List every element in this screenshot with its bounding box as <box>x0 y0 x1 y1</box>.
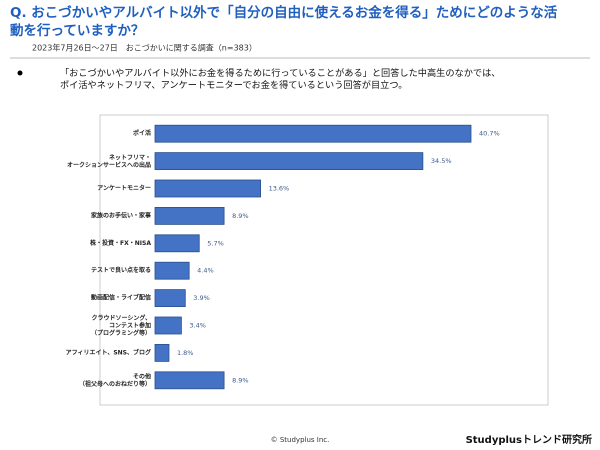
bar <box>154 261 190 280</box>
bar <box>154 371 225 390</box>
value-label: 8.9% <box>232 376 249 384</box>
value-label: 3.4% <box>189 322 206 330</box>
note: 「おこづかいやアルバイト以外にお金を得るために行っていることがある」と回答した中… <box>60 67 500 91</box>
bullet <box>17 70 23 76</box>
bar <box>154 206 225 225</box>
title: Q. おこづかいやアルバイト以外で「自分の自由に使えるお金を得る」ためにどのよう… <box>10 4 558 39</box>
value-label: 13.6% <box>269 185 290 193</box>
subtitle: 2023年7月26日〜27日 おこづかいに関する調査（n=383） <box>32 43 257 53</box>
category-label: 家族のお手伝い・家事 <box>91 211 151 219</box>
bar <box>154 234 200 253</box>
value-label: 5.7% <box>207 239 224 247</box>
category-label: アンケートモニター <box>97 184 151 192</box>
bar <box>154 179 261 198</box>
category-label: その他（祖父母へのおねだり等） <box>79 372 151 388</box>
value-label: 40.7% <box>479 130 500 138</box>
category-label: クラウドソーシング、コンテスト参加（プログラミング等） <box>91 314 151 337</box>
value-label: 1.8% <box>177 349 194 357</box>
category-label: ネットフリマ・オークションサービスへの出品 <box>67 153 151 169</box>
bar <box>154 152 424 171</box>
bar <box>154 124 472 143</box>
category-label: アフィリエイト、SNS、ブログ <box>66 348 151 356</box>
value-label: 3.9% <box>193 294 210 302</box>
category-label: 動画配信・ライブ配信 <box>91 294 151 302</box>
bar <box>154 289 186 308</box>
category-label: テストで良い点を取る <box>91 266 151 274</box>
value-label: 8.9% <box>232 212 249 220</box>
category-label: ポイ活 <box>133 129 151 137</box>
brand: Studyplusトレンド研究所 <box>466 433 592 446</box>
bar <box>154 316 182 335</box>
category-label: 株・投資・FX・NISA <box>90 239 151 247</box>
bar <box>154 343 170 362</box>
value-label: 34.5% <box>431 157 452 165</box>
value-label: 4.4% <box>197 267 214 275</box>
copyright: © Studyplus Inc. <box>271 436 330 444</box>
